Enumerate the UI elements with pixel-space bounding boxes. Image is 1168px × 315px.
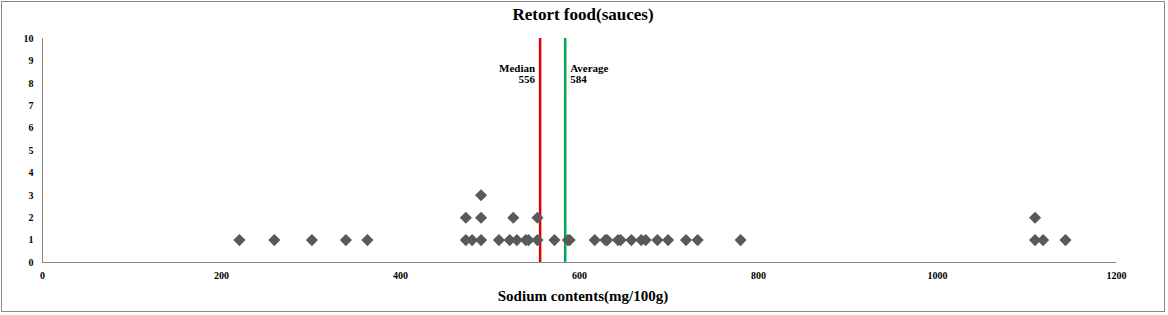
svg-text:9: 9 xyxy=(29,55,34,66)
svg-text:5: 5 xyxy=(29,145,34,156)
svg-text:3: 3 xyxy=(29,190,34,201)
svg-text:4: 4 xyxy=(29,167,34,178)
svg-text:0: 0 xyxy=(29,257,34,268)
svg-text:Average584: Average584 xyxy=(570,62,608,85)
svg-text:Median556: Median556 xyxy=(499,62,536,85)
svg-text:1000: 1000 xyxy=(928,270,948,281)
html-text:Retort food(sauces): Retort food(sauces) xyxy=(512,5,654,24)
svg-text:600: 600 xyxy=(572,270,587,281)
html-text:Sodium contents(mg/100g): Sodium contents(mg/100g) xyxy=(497,288,669,304)
svg-text:800: 800 xyxy=(751,270,766,281)
svg-text:6: 6 xyxy=(29,122,34,133)
svg-text:1: 1 xyxy=(29,234,34,245)
svg-text:10: 10 xyxy=(24,33,34,44)
svg-text:2: 2 xyxy=(29,212,34,223)
svg-text:200: 200 xyxy=(214,270,229,281)
svg-text:7: 7 xyxy=(29,100,34,111)
svg-text:8: 8 xyxy=(29,78,34,89)
svg-text:400: 400 xyxy=(393,270,408,281)
svg-text:0: 0 xyxy=(40,270,45,281)
svg-text:1200: 1200 xyxy=(1107,270,1127,281)
